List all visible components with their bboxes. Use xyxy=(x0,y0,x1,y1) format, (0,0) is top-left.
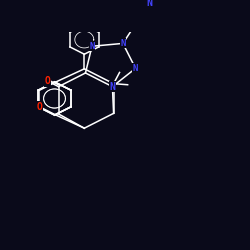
Text: N: N xyxy=(89,42,95,51)
Text: O: O xyxy=(36,102,42,112)
Text: N: N xyxy=(110,82,115,92)
Text: N: N xyxy=(133,64,138,73)
Text: O: O xyxy=(44,76,51,86)
Text: N: N xyxy=(120,39,126,48)
Text: N: N xyxy=(110,82,115,92)
Text: N: N xyxy=(146,0,152,8)
